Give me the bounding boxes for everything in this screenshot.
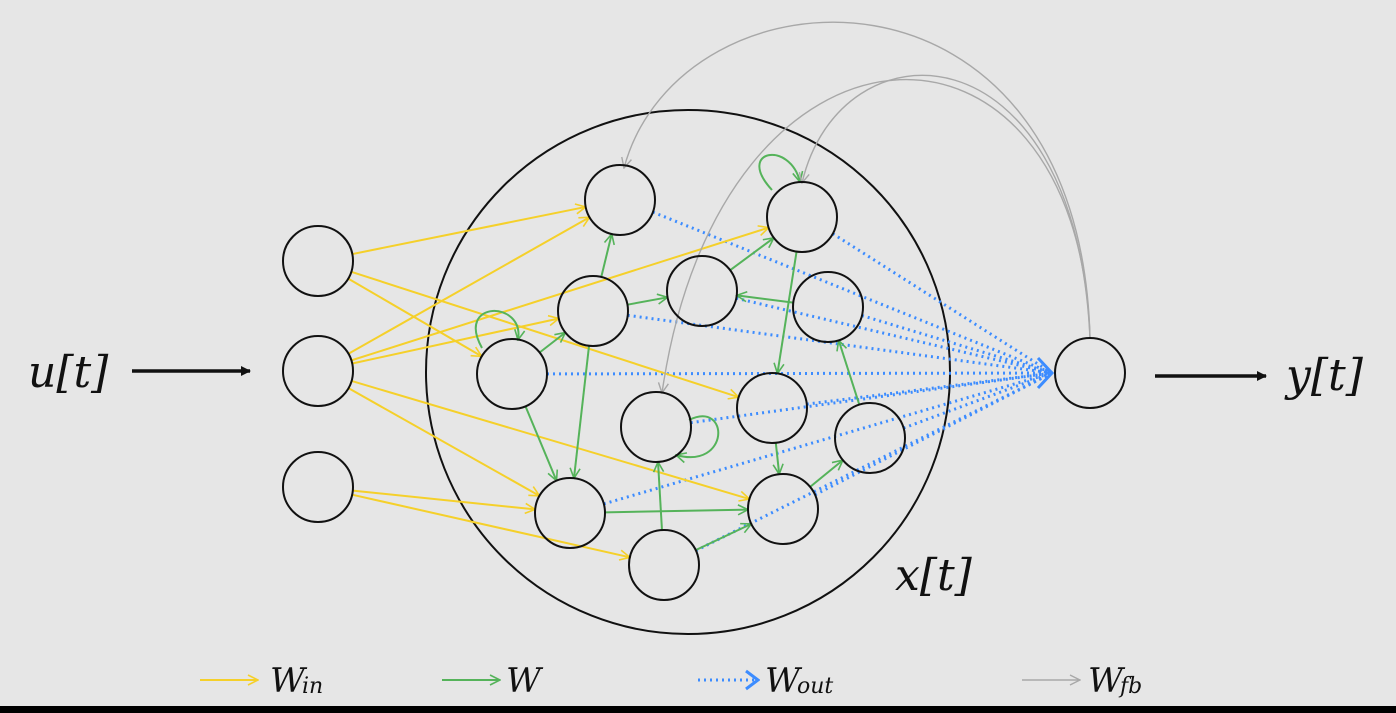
reservoir-node [476,338,548,410]
legend-w-out-main: W [765,661,803,701]
input-edge [347,277,482,357]
input-node [282,451,354,523]
reservoir-edge [627,297,667,306]
self-loop-edge [758,153,800,191]
reservoir-edge [658,462,662,531]
output-edge [903,371,1053,430]
reservoir-node [620,391,692,463]
legend-item-w-out: W out [698,661,833,701]
reservoir-edge [777,251,798,374]
input-edge [351,493,630,558]
output-edge [690,371,1053,425]
bottom-border [0,706,1396,713]
input-edge [352,207,585,256]
reservoir-edge [574,345,591,478]
input-edge [351,228,768,362]
reservoir-edge [809,460,843,488]
input-node [282,335,354,407]
output-node [1054,337,1126,409]
network-nodes [282,164,1126,601]
output-edge [735,296,1053,375]
state-label: x[t] [895,550,973,601]
reservoir-node [736,372,808,444]
reservoir-weight-edges [474,153,861,552]
input-edge [348,387,539,496]
feedback-weight-edges [624,21,1091,393]
output-edge [831,232,1053,375]
reservoir-node [834,402,906,474]
legend-w-in-sub: in [302,674,323,699]
feedback-edge [662,78,1091,393]
reservoir-edge [839,340,861,405]
reservoir-node [666,255,738,327]
legend-item-w-in: W in [200,661,323,701]
reservoir-node [534,477,606,549]
reservoir-edge [524,405,556,480]
legend-w-main: W [506,661,544,701]
legend-w-fb-main: W [1088,661,1126,701]
input-edge [350,270,738,397]
output-edge [806,371,1053,406]
reservoir-edge [539,332,566,354]
reservoir-edge [604,510,748,513]
reservoir-node [792,271,864,343]
legend-item-w-fb: W fb [1022,661,1142,701]
output-arrowhead [1036,356,1055,390]
output-label: y[t] [1284,350,1364,401]
self-loop-edge [474,309,519,349]
output-edge [546,371,1053,376]
output-weight-edges [546,210,1055,552]
feedback-edge [624,21,1091,339]
input-edge [347,217,589,355]
legend: W in W W out W fb [200,661,1142,701]
input-edge [351,318,559,365]
reservoir-edge [776,442,779,474]
reservoir-node [584,164,656,236]
input-weight-edges [347,207,768,558]
input-edge [351,379,750,499]
reservoir-node [557,275,629,347]
reservoir-node [766,181,838,253]
reservoir-edge [695,524,752,552]
reservoir-edge [600,234,611,278]
feedback-edge [802,74,1091,339]
reservoir-node [747,473,819,545]
input-label: u[t] [28,347,109,398]
legend-item-w: W [442,661,544,701]
legend-w-fb-sub: fb [1118,674,1142,699]
input-node [282,225,354,297]
reservoir-node [628,529,700,601]
output-edge [814,371,1053,497]
legend-w-in-main: W [270,661,308,701]
self-loop-edge [676,415,720,457]
reservoir-edge [729,238,774,271]
output-edge [695,371,1053,552]
input-edge [352,489,535,510]
reservoir-edge [737,295,794,304]
legend-w-out-sub: out [797,674,833,699]
